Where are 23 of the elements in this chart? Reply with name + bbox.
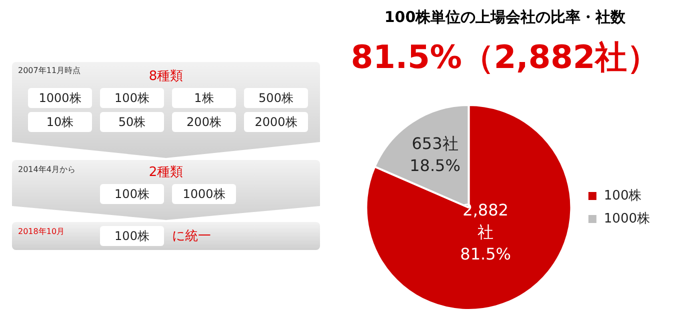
text: 2000株 bbox=[244, 112, 308, 132]
data-label: 653社 18.5% bbox=[410, 134, 460, 176]
text: 100株 bbox=[100, 184, 164, 204]
text: 2種類 bbox=[148, 165, 184, 180]
data-label: 2,882 社 81.5% bbox=[460, 200, 511, 264]
text: 8種類 bbox=[148, 69, 184, 84]
text: 10株 bbox=[28, 112, 92, 132]
text: 2007年11月時点 bbox=[18, 65, 81, 76]
text: 100株 bbox=[100, 226, 164, 246]
text: 100株 bbox=[100, 88, 164, 108]
text: 2014年4月から bbox=[18, 164, 76, 175]
text: 200株 bbox=[172, 112, 236, 132]
text: 2018年10月 bbox=[18, 226, 65, 237]
text: 500株 bbox=[244, 88, 308, 108]
chart-subtitle: 81.5%（2,882社） bbox=[350, 37, 660, 78]
text: に統一 bbox=[172, 228, 211, 245]
legend-label: 1000株 bbox=[604, 211, 650, 226]
text: 1株 bbox=[172, 88, 236, 108]
text: 1000株 bbox=[28, 88, 92, 108]
text: 1000株 bbox=[172, 184, 236, 204]
text: 50株 bbox=[100, 112, 164, 132]
chart-title: 100株単位の上場会社の比率・社数 bbox=[383, 8, 627, 27]
legend-label: 100株 bbox=[604, 188, 642, 204]
